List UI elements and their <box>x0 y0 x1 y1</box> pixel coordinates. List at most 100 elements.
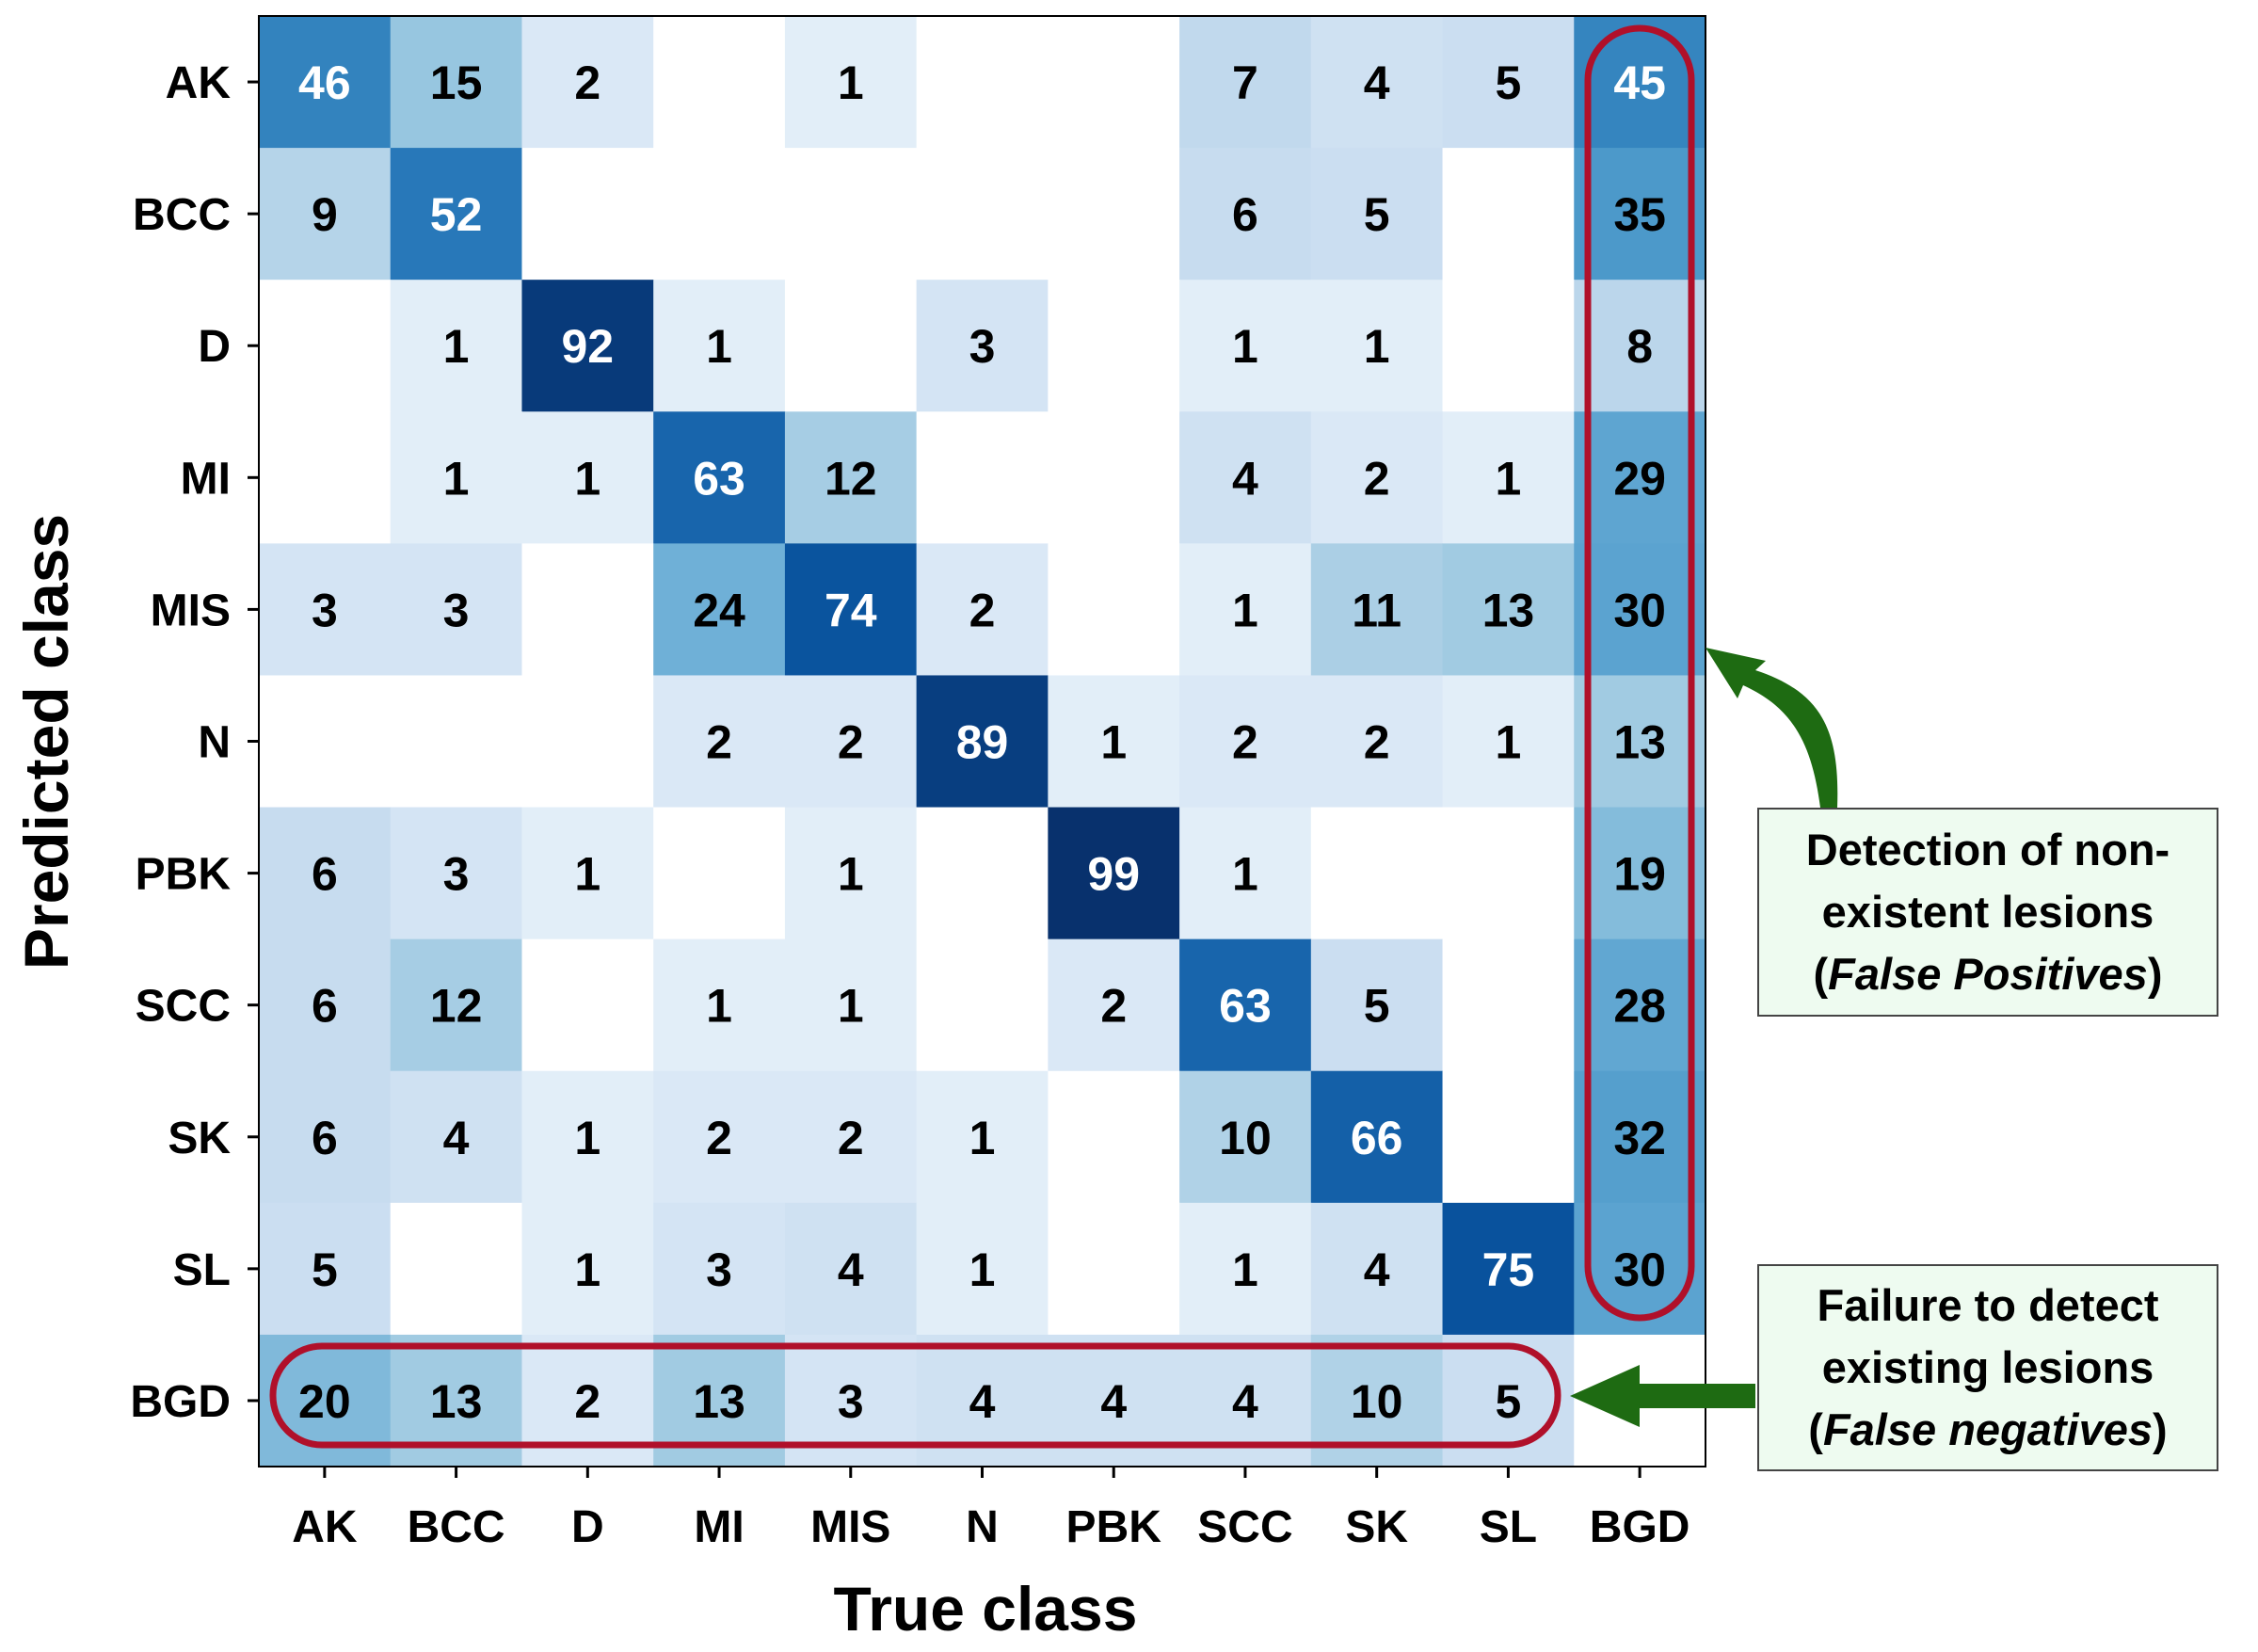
heatmap-cell <box>784 1202 918 1336</box>
cell-value-label: 1 <box>706 980 732 1033</box>
x-tick-label: SL <box>1480 1502 1537 1552</box>
cell-value-label: 3 <box>443 848 470 901</box>
heatmap-cell <box>653 807 786 940</box>
y-tick-label: SCC <box>136 982 231 1032</box>
heatmap-cell <box>259 411 392 544</box>
cell-value-label: 15 <box>430 56 483 109</box>
cell-value-label: 63 <box>1219 980 1272 1033</box>
cell-value-label: 13 <box>1613 716 1666 769</box>
cell-value-label: 1 <box>443 452 470 505</box>
heatmap-cell <box>1310 1202 1444 1336</box>
cell-value-label: 1 <box>706 320 732 373</box>
heatmap-cell <box>916 1202 1049 1336</box>
heatmap-cell <box>1442 16 1575 149</box>
cell-value-label: 7 <box>1232 56 1258 109</box>
cell-value-label: 6 <box>312 980 338 1033</box>
heatmap-cell <box>653 1202 786 1336</box>
heatmap-cell <box>1179 1202 1312 1336</box>
cell-value-label: 11 <box>1352 584 1401 636</box>
cell-value-label: 19 <box>1613 848 1666 901</box>
heatmap-cell <box>784 543 918 676</box>
x-tick-label: MI <box>694 1502 744 1552</box>
x-tick-label: SK <box>1345 1502 1408 1552</box>
heatmap-cell <box>916 411 1049 544</box>
heatmap-cell <box>784 938 918 1072</box>
cell-value-label: 2 <box>1364 716 1390 769</box>
false-negative-callout: Failure to detect existing lesions (Fals… <box>1757 1264 2218 1471</box>
cell-value-label: 46 <box>298 56 351 109</box>
y-tick-label: AK <box>166 58 232 108</box>
heatmap-cell <box>390 675 522 809</box>
heatmap-cell <box>1442 543 1575 676</box>
heatmap-cell <box>1048 1070 1180 1204</box>
cell-value-label: 4 <box>1232 1375 1258 1428</box>
false-positive-highlight <box>1584 24 1695 1322</box>
fn-line3: (False negatives) <box>1759 1399 2217 1461</box>
false-negative-highlight <box>269 1342 1561 1449</box>
heatmap-cell <box>1179 280 1312 412</box>
heatmap-cell <box>390 16 522 149</box>
heatmap-cell <box>1048 675 1180 809</box>
heatmap-cell <box>390 148 522 281</box>
y-tick-label: MI <box>181 454 231 504</box>
fp-term: False Positives <box>1828 948 2148 999</box>
cell-value-label: 75 <box>1482 1243 1535 1296</box>
heatmap-cell <box>1442 148 1575 281</box>
x-tick-label: N <box>966 1502 999 1552</box>
heatmap-cell <box>1574 16 1706 149</box>
cell-value-label: 2 <box>706 1112 732 1164</box>
heatmap-cell <box>390 807 522 940</box>
fp-line2: existent lesions <box>1821 887 2154 938</box>
cell-value-label: 5 <box>1364 188 1390 241</box>
cell-value-label: 5 <box>1496 56 1522 109</box>
false-positive-callout: Detection of non- existent lesions (Fals… <box>1757 808 2218 1017</box>
cell-value-label: 13 <box>1482 584 1535 636</box>
heatmap-cell <box>521 16 654 149</box>
heatmap-cell <box>784 675 918 809</box>
cell-value-label: 1 <box>1364 320 1390 373</box>
heatmap-cell <box>1179 543 1312 676</box>
cell-value-label: 2 <box>838 716 864 769</box>
cell-value-label: 30 <box>1613 1243 1666 1296</box>
heatmap-cell <box>1179 148 1312 281</box>
cell-value-label: 3 <box>312 584 338 636</box>
y-tick-label: D <box>198 322 231 372</box>
cell-value-label: 24 <box>693 584 745 636</box>
cell-value-label: 6 <box>312 1112 338 1164</box>
heatmap-cell <box>521 1202 654 1336</box>
heatmap-cell <box>1442 280 1575 412</box>
heatmap-cell <box>521 148 654 281</box>
heatmap-cell <box>653 1070 786 1204</box>
cell-value-label: 8 <box>1626 320 1653 373</box>
x-tick-label: D <box>571 1502 604 1552</box>
heatmap-cell <box>1179 675 1312 809</box>
fn-open: ( <box>1808 1403 1823 1454</box>
cell-value-label: 32 <box>1613 1112 1666 1164</box>
cell-value-label: 10 <box>1219 1112 1272 1164</box>
cell-value-label: 30 <box>1613 584 1666 636</box>
heatmap-cell <box>1574 411 1706 544</box>
fp-line1: Detection of non- <box>1805 825 2170 875</box>
y-tick-label: N <box>198 718 231 768</box>
heatmap-cell <box>259 1070 392 1204</box>
heatmap-cell <box>916 16 1049 149</box>
heatmap-cell <box>1048 16 1180 149</box>
fp-open: ( <box>1813 948 1829 999</box>
heatmap-cell <box>1179 1070 1312 1204</box>
cell-value-label: 63 <box>693 452 745 505</box>
heatmap-cell <box>784 148 918 281</box>
heatmap-cell <box>521 411 654 544</box>
y-tick-label: MIS <box>151 585 231 635</box>
cell-value-label: 1 <box>1496 452 1522 505</box>
heatmap-cell <box>1574 938 1706 1072</box>
heatmap-cell <box>1310 543 1444 676</box>
cell-value-label: 2 <box>1100 980 1127 1033</box>
heatmap-cell <box>653 280 786 412</box>
cell-value-label: 4 <box>1232 452 1258 505</box>
heatmap-cell <box>784 280 918 412</box>
cell-value-label: 4 <box>969 1375 996 1428</box>
cell-value-label: 1 <box>1100 716 1127 769</box>
fp-close: ) <box>2147 948 2163 999</box>
cell-value-label: 1 <box>1232 320 1258 373</box>
